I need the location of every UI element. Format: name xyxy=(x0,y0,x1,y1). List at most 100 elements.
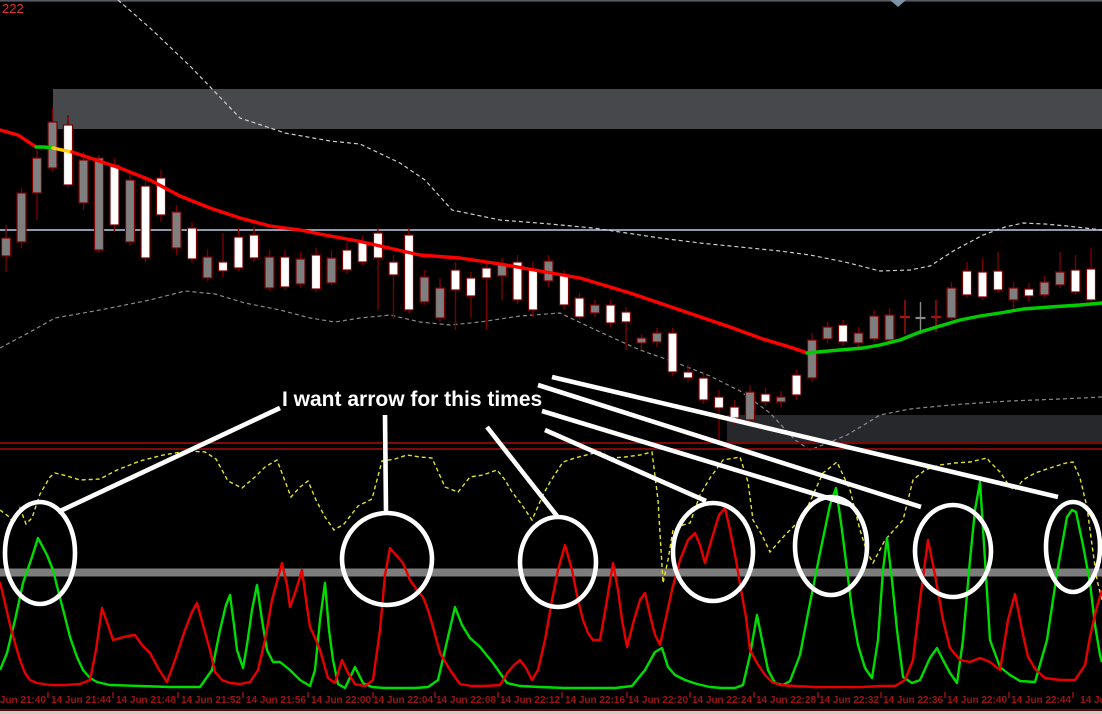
candlestick xyxy=(450,269,461,291)
pointer-line[interactable] xyxy=(57,405,281,515)
time-axis-label: 14 Jun 22:32 xyxy=(818,695,880,706)
time-axis-label: 14 Jun 21:40 xyxy=(0,695,47,706)
candlestick xyxy=(667,332,678,373)
candlestick xyxy=(186,227,198,260)
ma-line xyxy=(805,301,1102,355)
candlestick xyxy=(171,211,182,249)
candlestick xyxy=(341,249,353,271)
indicator-signal-line xyxy=(0,450,1102,601)
candlestick xyxy=(93,157,105,251)
candlestick xyxy=(512,261,523,301)
highlight-circle[interactable] xyxy=(2,499,78,607)
highlight-circle[interactable] xyxy=(912,502,994,600)
candlestick xyxy=(0,237,12,257)
candlestick xyxy=(357,241,368,263)
time-axis-label: 14 Jun 22:08 xyxy=(435,695,497,706)
time-axis-label: 14 Jun 22:00 xyxy=(310,695,372,706)
candlestick xyxy=(62,124,74,186)
pointer-line[interactable] xyxy=(541,408,852,508)
indicator-bears-line xyxy=(0,506,1102,689)
time-axis-label: 14 Jun xyxy=(1080,695,1102,706)
time-axis-label: 14 Jun 22:04 xyxy=(372,695,434,706)
candlestick xyxy=(868,315,880,340)
candlestick xyxy=(16,192,27,243)
candlestick xyxy=(279,256,291,288)
time-axis-label: 14 Jun 22:40 xyxy=(946,695,1008,706)
candlestick xyxy=(1008,287,1019,301)
candlestick xyxy=(217,261,229,272)
candlestick xyxy=(791,374,802,396)
annotation-text[interactable]: I want arrow for this times xyxy=(282,388,543,411)
threshold-band xyxy=(0,568,1102,577)
pointer-line[interactable] xyxy=(551,374,1059,500)
candlestick xyxy=(884,314,895,341)
candlestick xyxy=(47,121,58,169)
separator-line xyxy=(0,442,1102,444)
bollinger-upper-band xyxy=(117,0,1102,272)
highlight-circle[interactable] xyxy=(670,500,756,604)
candlestick xyxy=(1023,288,1035,297)
candlestick xyxy=(326,257,337,284)
indicator-threshold-band xyxy=(0,568,1102,577)
highlight-circle[interactable] xyxy=(339,510,435,608)
pointer-line[interactable] xyxy=(485,425,559,518)
candlestick xyxy=(651,332,663,343)
candlestick xyxy=(682,371,694,379)
time-axis-label: 14 Jun 21:56 xyxy=(245,695,307,706)
candlestick xyxy=(620,311,632,323)
candlesticks xyxy=(0,108,1097,443)
ma-line xyxy=(70,150,809,355)
candlestick xyxy=(605,304,616,324)
scroll-marker-icon[interactable] xyxy=(890,0,906,7)
grey-zone xyxy=(53,89,1102,129)
candlestick xyxy=(822,326,833,340)
candlestick xyxy=(233,236,244,269)
annotation-overlay[interactable] xyxy=(2,374,1102,610)
candlestick xyxy=(760,393,771,403)
candlestick xyxy=(481,267,492,279)
candlestick xyxy=(589,304,601,314)
pointer-line[interactable] xyxy=(537,382,922,510)
candlestick xyxy=(806,339,818,379)
time-axis-label: 14 Jun 21:44 xyxy=(50,695,112,706)
bollinger-lower-band xyxy=(0,290,1102,451)
grey-zone xyxy=(727,415,1102,443)
candlestick xyxy=(1085,268,1097,301)
grey-zones xyxy=(53,89,1102,443)
indicator-bulls-line xyxy=(0,480,1102,690)
ma-line xyxy=(34,145,55,150)
candlestick xyxy=(837,324,849,343)
candlestick xyxy=(295,258,306,285)
time-axis-ticks xyxy=(47,692,1074,698)
ma-line xyxy=(0,128,38,149)
candlestick xyxy=(1070,269,1081,293)
axis-base-line xyxy=(0,709,1102,711)
highlight-circle[interactable] xyxy=(792,494,870,598)
candlestick xyxy=(1039,281,1050,296)
highlight-circle[interactable] xyxy=(1043,499,1102,595)
indicator-lines xyxy=(0,450,1102,690)
time-axis-label: 14 Jun 22:44 xyxy=(1010,695,1072,706)
candlestick xyxy=(729,406,740,419)
window-bottom-edge xyxy=(0,711,1102,714)
candlestick xyxy=(109,164,120,226)
time-axis-label: 14 Jun 22:36 xyxy=(882,695,944,706)
time-axis-label: 14 Jun 21:52 xyxy=(180,695,242,706)
candlestick xyxy=(434,287,446,319)
highlight-circle[interactable] xyxy=(517,514,599,610)
pointer-line[interactable] xyxy=(544,427,707,504)
candlestick xyxy=(264,256,275,289)
candlestick xyxy=(775,396,787,403)
candlestick xyxy=(403,234,415,311)
separator-line xyxy=(0,448,1102,450)
pointer-line[interactable] xyxy=(382,414,389,512)
candlestick xyxy=(713,396,725,409)
moving-average xyxy=(0,128,1102,355)
candlestick xyxy=(992,270,1004,291)
time-axis-label: 14 Jun 22:16 xyxy=(564,695,626,706)
candlestick xyxy=(124,179,136,243)
panel-separator xyxy=(0,442,1102,711)
candlestick xyxy=(140,185,151,259)
